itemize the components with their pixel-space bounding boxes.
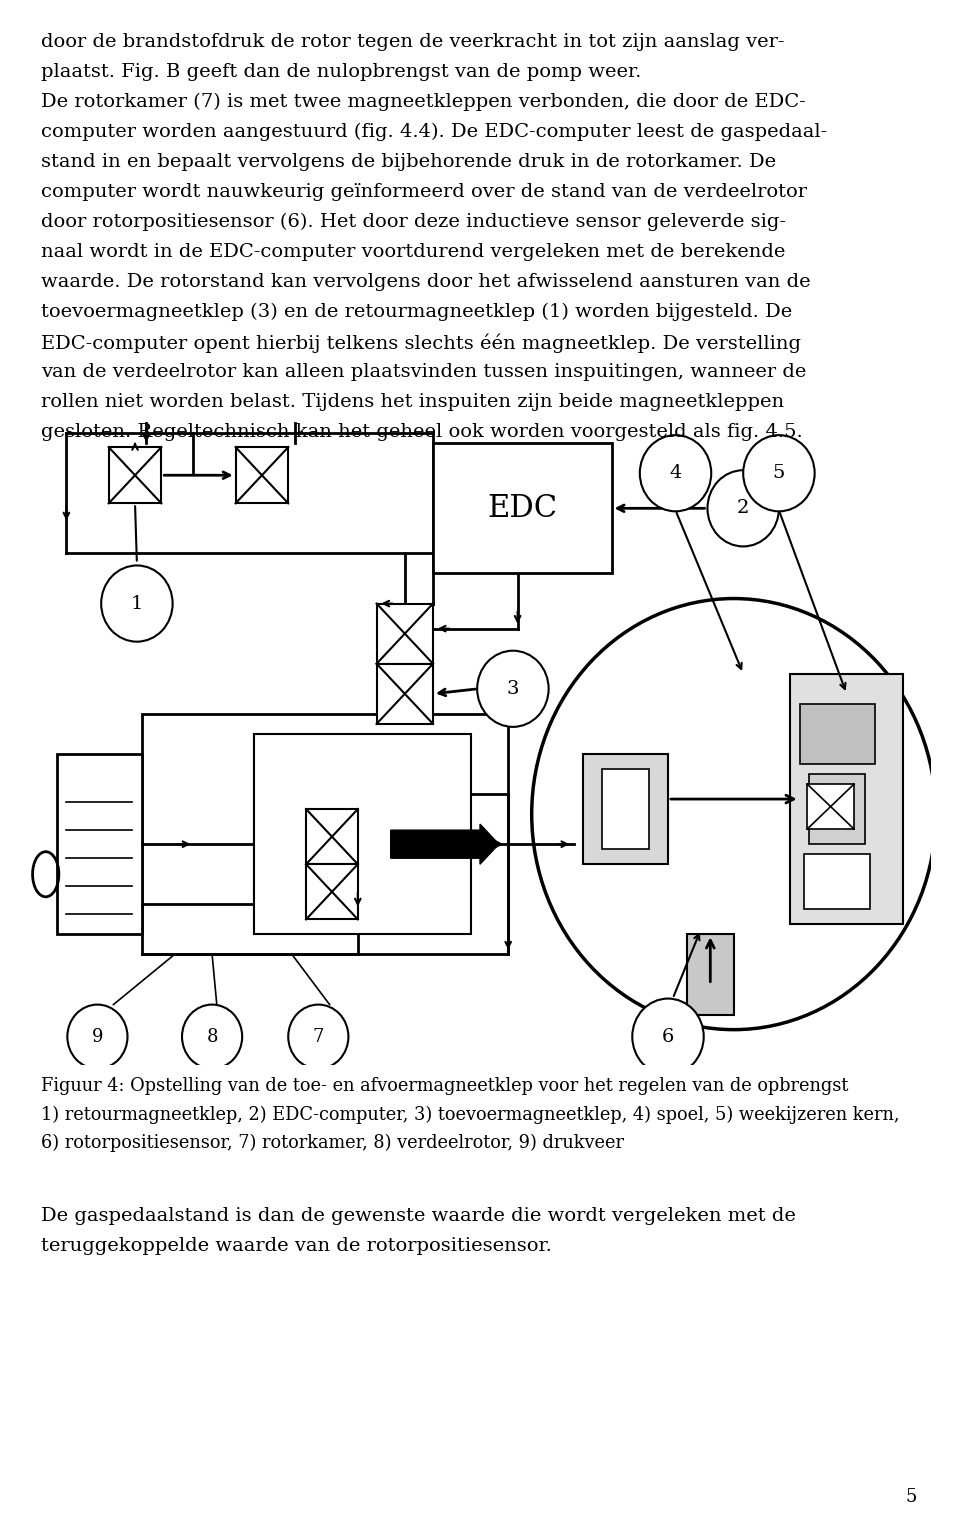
Circle shape bbox=[639, 435, 711, 512]
Text: van de verdeelrotor kan alleen plaatsvinden tussen inspuitingen, wanneer de: van de verdeelrotor kan alleen plaatsvin… bbox=[41, 363, 806, 381]
Bar bbox=[254, 734, 470, 935]
Text: De gaspedaalstand is dan de gewenste waarde die wordt vergeleken met de: De gaspedaalstand is dan de gewenste waa… bbox=[41, 1207, 796, 1226]
Text: 4: 4 bbox=[669, 464, 682, 483]
Text: 3: 3 bbox=[507, 680, 519, 697]
Text: rollen niet worden belast. Tijdens het inspuiten zijn beide magneetkleppen: rollen niet worden belast. Tijdens het i… bbox=[41, 394, 784, 411]
Circle shape bbox=[288, 1005, 348, 1069]
Text: 1: 1 bbox=[131, 594, 143, 613]
Bar bbox=[809, 774, 865, 844]
Bar bbox=[142, 714, 508, 954]
Bar bbox=[602, 769, 649, 849]
Bar bbox=[376, 663, 433, 725]
Circle shape bbox=[182, 1005, 242, 1069]
Circle shape bbox=[67, 1005, 128, 1069]
Bar bbox=[800, 703, 875, 764]
Circle shape bbox=[101, 565, 173, 642]
Bar bbox=[790, 674, 903, 924]
Text: teruggekoppelde waarde van de rotorpositiesensor.: teruggekoppelde waarde van de rotorposit… bbox=[41, 1238, 552, 1255]
Text: 6) rotorpositiesensor, 7) rotorkamer, 8) verdeelrotor, 9) drukveer: 6) rotorpositiesensor, 7) rotorkamer, 8)… bbox=[41, 1134, 624, 1152]
Text: 1) retourmagneetklep, 2) EDC-computer, 3) toevoermagneetklep, 4) spoel, 5) weeki: 1) retourmagneetklep, 2) EDC-computer, 3… bbox=[41, 1106, 900, 1123]
Text: gesloten. Regeltechnisch kan het geheel ook worden voorgesteld als fig. 4.5.: gesloten. Regeltechnisch kan het geheel … bbox=[41, 423, 803, 441]
Text: 6: 6 bbox=[661, 1028, 674, 1046]
Text: computer worden aangestuurd (fig. 4.4). De EDC-computer leest de gaspedaal-: computer worden aangestuurd (fig. 4.4). … bbox=[41, 123, 828, 141]
Text: 5: 5 bbox=[773, 464, 785, 483]
Text: 7: 7 bbox=[313, 1028, 324, 1046]
Text: De rotorkamer (7) is met twee magneetkleppen verbonden, die door de EDC-: De rotorkamer (7) is met twee magneetkle… bbox=[41, 93, 806, 112]
Bar bbox=[57, 754, 142, 935]
Bar bbox=[235, 447, 288, 504]
Bar bbox=[584, 754, 668, 864]
Bar bbox=[376, 604, 433, 663]
FancyArrow shape bbox=[391, 824, 499, 864]
Text: Figuur 4: Opstelling van de toe- en afvoermagneetklep voor het regelen van de op: Figuur 4: Opstelling van de toe- en afvo… bbox=[41, 1077, 849, 1095]
Text: computer wordt nauwkeurig geïnformeerd over de stand van de verdeelrotor: computer wordt nauwkeurig geïnformeerd o… bbox=[41, 182, 807, 201]
Text: 5: 5 bbox=[905, 1488, 917, 1506]
Text: EDC: EDC bbox=[488, 493, 558, 524]
Circle shape bbox=[708, 470, 779, 547]
Bar bbox=[433, 443, 612, 573]
Bar bbox=[686, 935, 733, 1014]
Circle shape bbox=[477, 651, 548, 726]
Circle shape bbox=[633, 999, 704, 1075]
Text: toevoermagneetklep (3) en de retourmagneetklep (1) worden bijgesteld. De: toevoermagneetklep (3) en de retourmagne… bbox=[41, 303, 793, 322]
Text: 9: 9 bbox=[91, 1028, 103, 1046]
Text: stand in en bepaalt vervolgens de bijbehorende druk in de rotorkamer. De: stand in en bepaalt vervolgens de bijbeh… bbox=[41, 153, 777, 172]
Text: waarde. De rotorstand kan vervolgens door het afwisselend aansturen van de: waarde. De rotorstand kan vervolgens doo… bbox=[41, 273, 811, 291]
Text: 2: 2 bbox=[737, 499, 750, 518]
Bar bbox=[306, 864, 358, 919]
Circle shape bbox=[743, 435, 815, 512]
Bar bbox=[804, 855, 870, 910]
Bar bbox=[306, 809, 358, 864]
Text: door de brandstofdruk de rotor tegen de veerkracht in tot zijn aanslag ver-: door de brandstofdruk de rotor tegen de … bbox=[41, 32, 784, 51]
Text: door rotorpositiesensor (6). Het door deze inductieve sensor geleverde sig-: door rotorpositiesensor (6). Het door de… bbox=[41, 213, 786, 231]
Text: 8: 8 bbox=[206, 1028, 218, 1046]
Text: plaatst. Fig. B geeft dan de nulopbrengst van de pomp weer.: plaatst. Fig. B geeft dan de nulopbrengs… bbox=[41, 63, 641, 81]
Text: EDC-computer opent hierbij telkens slechts één magneetklep. De verstelling: EDC-computer opent hierbij telkens slech… bbox=[41, 334, 802, 352]
Bar bbox=[807, 784, 854, 829]
Text: naal wordt in de EDC-computer voortdurend vergeleken met de berekende: naal wordt in de EDC-computer voortduren… bbox=[41, 244, 785, 260]
Bar bbox=[108, 447, 161, 504]
